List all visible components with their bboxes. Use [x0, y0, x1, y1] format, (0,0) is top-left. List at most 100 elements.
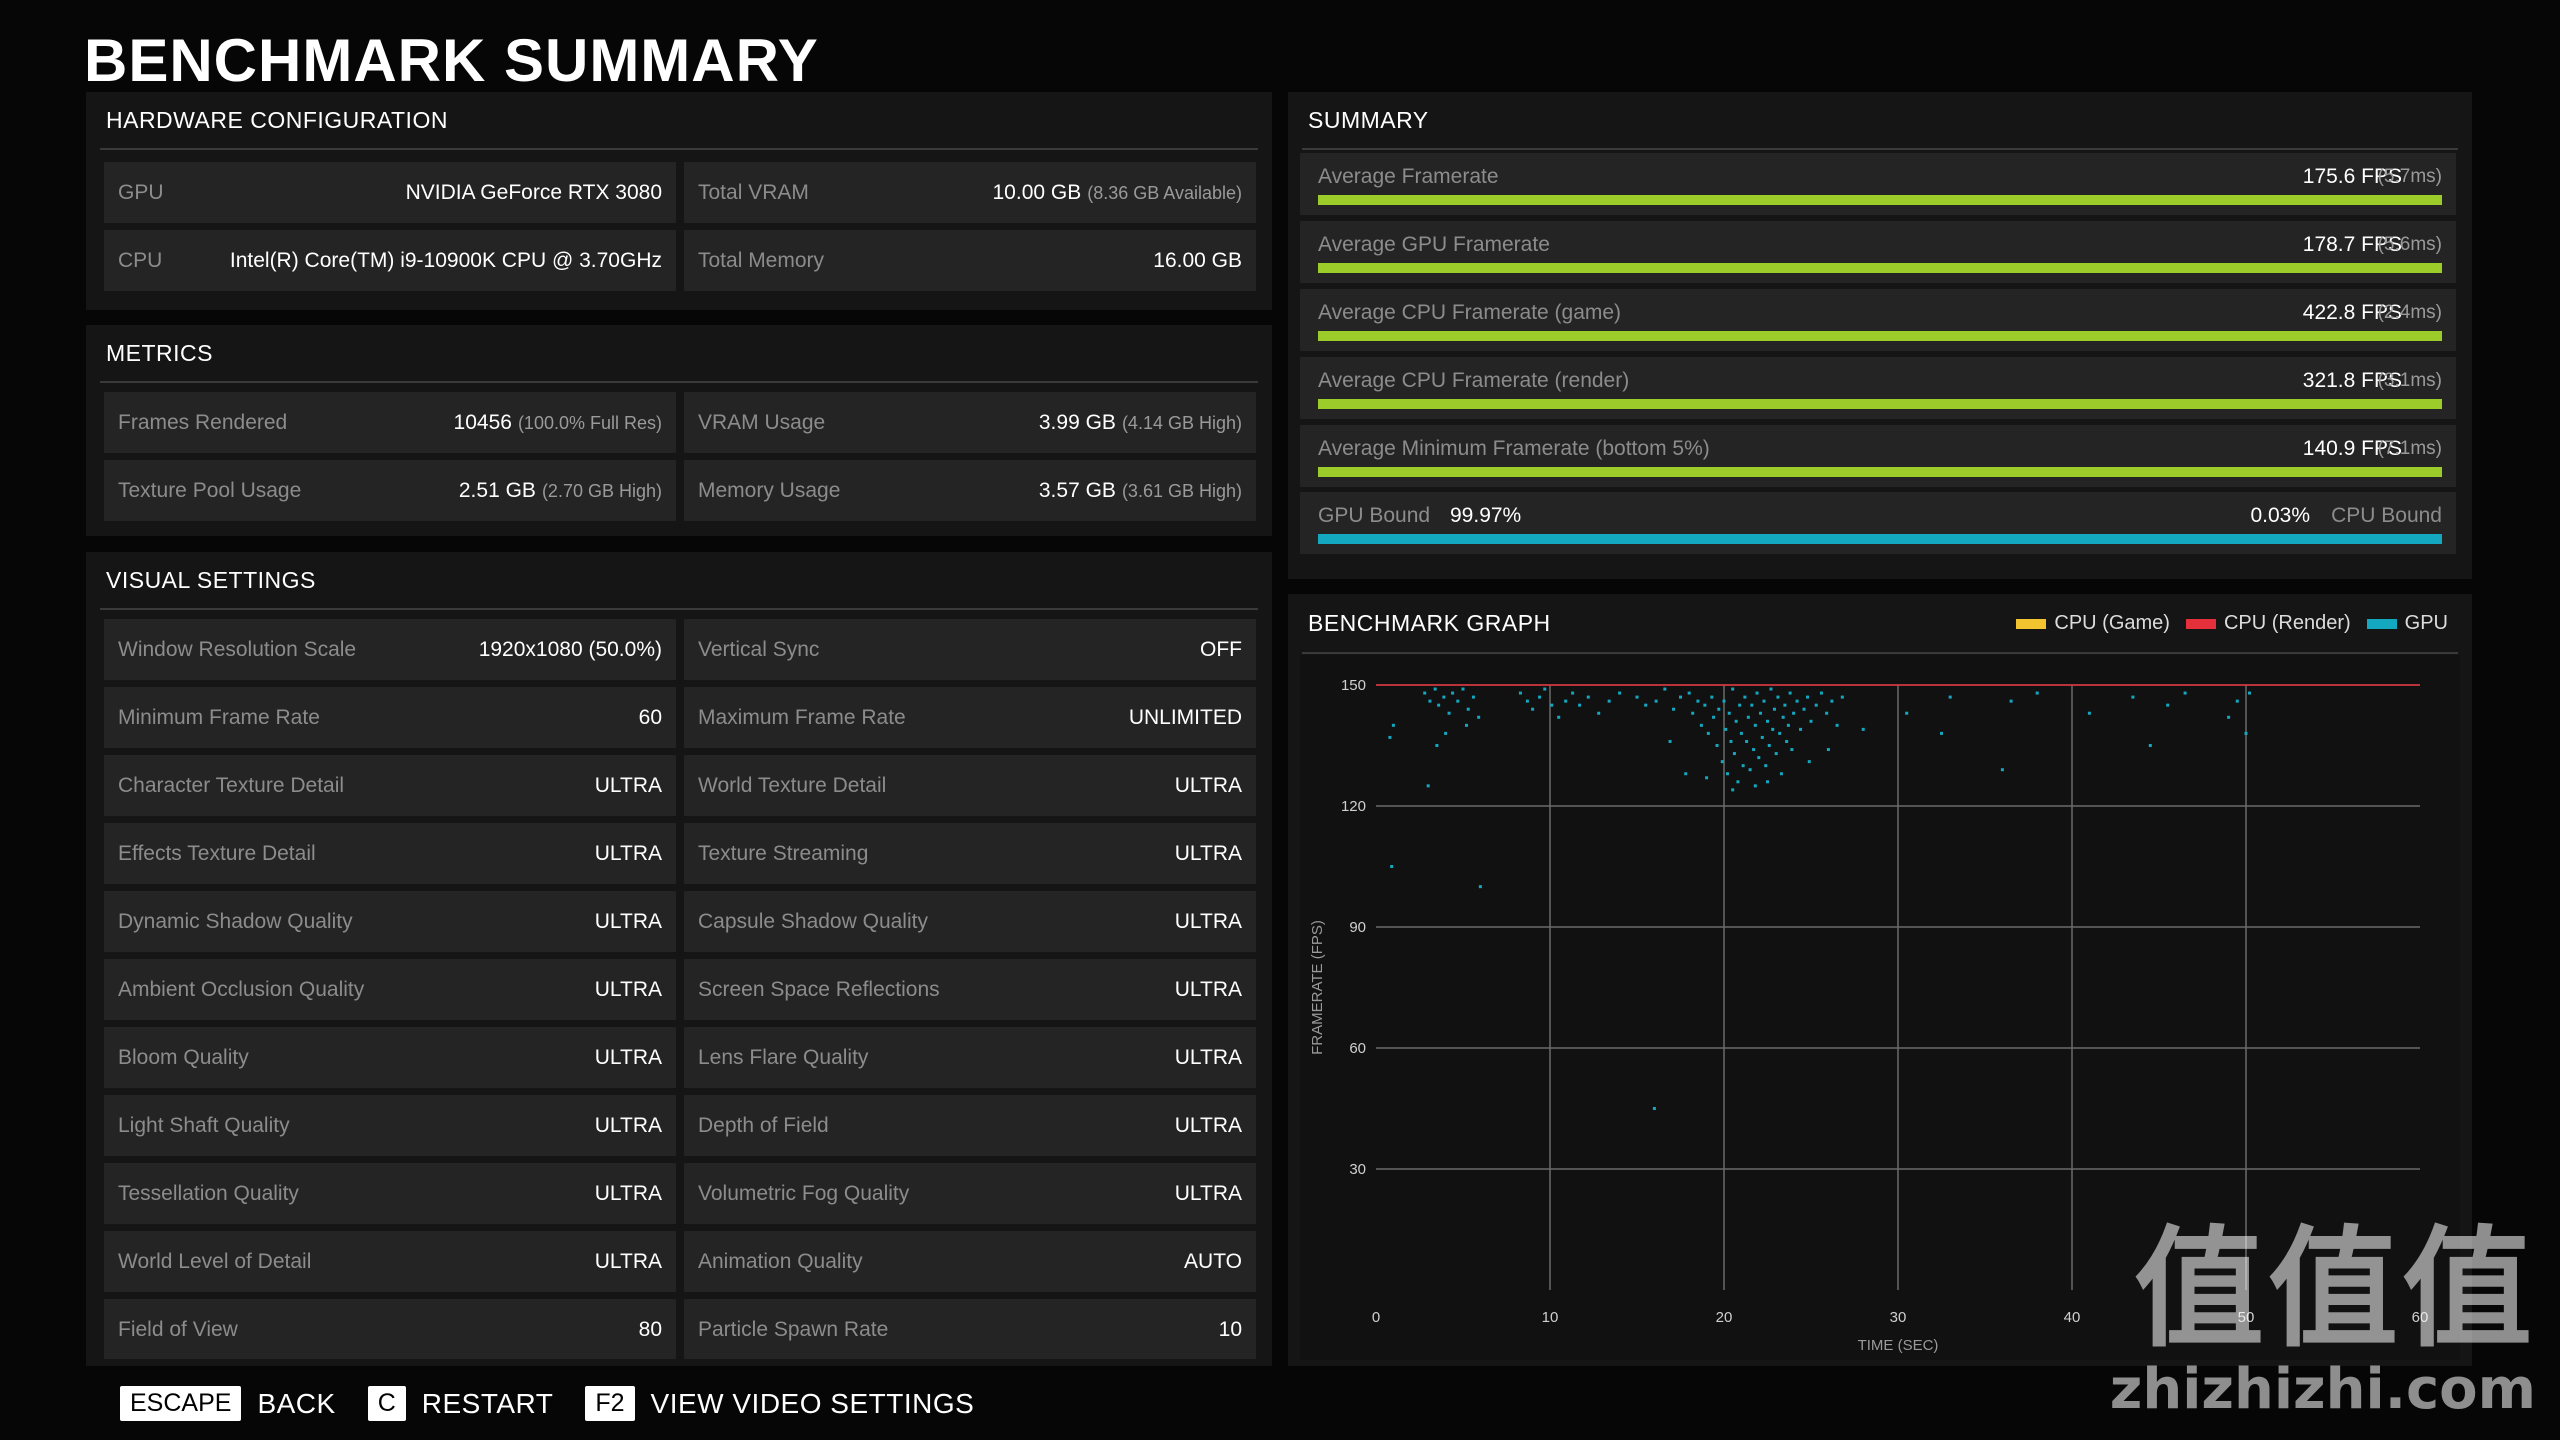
setting-value: 1920x1080 (50.0%): [479, 638, 662, 662]
setting-row: Window Resolution Scale 1920x1080 (50.0%)…: [104, 619, 1256, 680]
data-point: [1830, 699, 1834, 703]
setting-cell: Light Shaft Quality ULTRA: [104, 1095, 676, 1156]
setting-value-main: ULTRA: [1174, 1113, 1242, 1137]
data-point: [1766, 780, 1769, 784]
summary-sub: (5.7ms): [2377, 166, 2442, 187]
setting-value-main: ULTRA: [594, 1045, 662, 1069]
data-point: [1781, 715, 1785, 719]
setting-cell: Bloom Quality ULTRA: [104, 1027, 676, 1088]
metric-value: 3.99 GB (4.14 GB High): [1039, 411, 1242, 435]
bound-bar-fill: [1318, 534, 2442, 544]
data-point: [1762, 699, 1766, 703]
hardware-value: NVIDIA GeForce RTX 3080: [406, 181, 662, 205]
c-key[interactable]: C: [367, 1386, 406, 1421]
summary-bar-fill: [1318, 331, 2442, 341]
hardware-value: 10.00 GB (8.36 GB Available): [993, 181, 1243, 205]
setting-cell: Capsule Shadow Quality ULTRA: [684, 891, 1256, 952]
setting-value: ULTRA: [595, 1046, 662, 1070]
data-point: [1618, 691, 1622, 695]
x-tick-label: 50: [2238, 1309, 2255, 1326]
data-point: [1705, 776, 1709, 780]
setting-cell: Dynamic Shadow Quality ULTRA: [104, 891, 676, 952]
summary-value: 140.9 FPS: [2302, 437, 2402, 460]
setting-cell: Tessellation Quality ULTRA: [104, 1163, 676, 1224]
setting-value: OFF: [1200, 638, 1242, 662]
setting-value-main: ULTRA: [1174, 773, 1242, 797]
view-video-settings-button[interactable]: VIEW VIDEO SETTINGS: [650, 1387, 975, 1419]
data-point: [1731, 687, 1735, 691]
data-point: [1478, 885, 1482, 889]
legend-swatch-cpu-render: [2185, 618, 2216, 629]
data-point: [2035, 691, 2039, 695]
summary-bar-fill: [1318, 263, 2442, 273]
legend-cpu-render: CPU (Render): [2223, 612, 2351, 634]
x-tick-label: 30: [1890, 1309, 1907, 1326]
data-point: [1586, 695, 1590, 699]
setting-value: ULTRA: [1175, 1046, 1242, 1070]
back-button[interactable]: BACK: [257, 1387, 336, 1419]
hardware-value-main: Intel(R) Core(TM) i9-10900K CPU @ 3.70GH…: [229, 248, 662, 272]
hardware-row: GPU NVIDIA GeForce RTX 3080 Total VRAM 10.0…: [104, 162, 1256, 223]
setting-label: Effects Texture Detail: [118, 841, 316, 865]
data-point: [1734, 719, 1738, 723]
data-point: [1826, 748, 1830, 752]
setting-label: Capsule Shadow Quality: [698, 909, 928, 933]
setting-value-main: ULTRA: [1174, 1045, 1242, 1069]
data-point: [1525, 699, 1529, 703]
metrics-header: METRICS: [100, 325, 1258, 383]
data-point: [1668, 739, 1672, 743]
data-point: [1433, 687, 1437, 691]
data-point: [1706, 731, 1710, 735]
hardware-cell: CPU Intel(R) Core(TM) i9-10900K CPU @ 3.7…: [104, 230, 676, 291]
bound-row: GPU Bound 99.97% 0.03% CPU Bound: [1300, 492, 2456, 554]
data-point: [1725, 772, 1729, 776]
data-point: [1819, 691, 1823, 695]
restart-button[interactable]: RESTART: [421, 1387, 554, 1419]
setting-cell: Screen Space Reflections ULTRA: [684, 959, 1256, 1020]
data-point: [1786, 723, 1790, 727]
data-point: [1759, 711, 1763, 715]
hardware-value-main: 10.00 GB: [992, 180, 1082, 204]
setting-value-main: ULTRA: [594, 977, 662, 1001]
setting-value-main: ULTRA: [1174, 909, 1242, 933]
f2-key[interactable]: F2: [585, 1386, 635, 1421]
data-point: [1779, 772, 1783, 776]
data-point: [2009, 699, 2013, 703]
hardware-header: HARDWARE CONFIGURATION: [100, 92, 1258, 150]
setting-value: ULTRA: [595, 1114, 662, 1138]
summary-row: Average CPU Framerate (render) 321.8 FPS(…: [1300, 357, 2456, 419]
hardware-cell: Total VRAM 10.00 GB (8.36 GB Available): [684, 162, 1256, 223]
data-point: [1788, 691, 1792, 695]
metric-cell: Memory Usage 3.57 GB (3.61 GB High): [684, 460, 1256, 521]
visual-header: VISUAL SETTINGS: [100, 552, 1258, 610]
data-point: [2131, 695, 2135, 699]
data-point: [1766, 719, 1769, 723]
setting-value: ULTRA: [595, 978, 662, 1002]
summary-sub: (3.1ms): [2377, 370, 2442, 391]
data-point: [1564, 699, 1568, 703]
cpu-bound-value: 0.03%: [2250, 504, 2310, 527]
data-point: [1635, 695, 1639, 699]
setting-row: Effects Texture Detail ULTRA Texture Strea…: [104, 823, 1256, 884]
setting-value: 60: [639, 706, 662, 730]
setting-row: Minimum Frame Rate 60 Maximum Frame Rate UN…: [104, 687, 1256, 748]
setting-value: ULTRA: [1175, 978, 1242, 1002]
data-point: [1783, 703, 1787, 707]
hardware-label: Total VRAM: [698, 180, 809, 204]
setting-cell: Window Resolution Scale 1920x1080 (50.0%): [104, 619, 676, 680]
watermark-logo: 值值值: [2133, 1212, 2536, 1365]
summary-label: Average Framerate: [1318, 165, 1499, 188]
data-point: [1736, 780, 1740, 784]
data-point: [1423, 691, 1427, 695]
setting-value: 80: [639, 1318, 662, 1342]
setting-cell: Effects Texture Detail ULTRA: [104, 823, 676, 884]
data-point: [1771, 727, 1775, 731]
data-point: [2000, 768, 2004, 772]
summary-sub: (5.6ms): [2377, 234, 2442, 255]
data-point: [1760, 735, 1764, 739]
data-point: [1538, 695, 1542, 699]
bound-bar: [1318, 534, 2442, 544]
escape-key[interactable]: ESCAPE: [120, 1386, 242, 1421]
setting-value-main: ULTRA: [594, 773, 662, 797]
page-title: BENCHMARK SUMMARY: [84, 27, 819, 94]
